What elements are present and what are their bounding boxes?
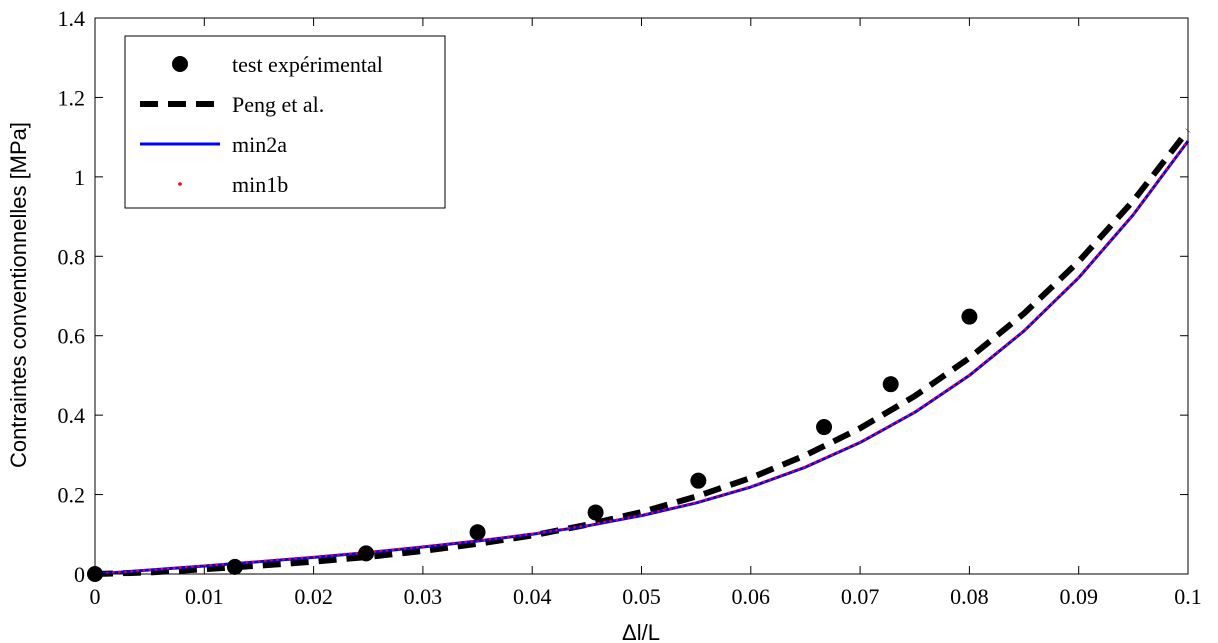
x-tick-label: 0.01: [185, 584, 224, 609]
data-point: [882, 376, 899, 393]
legend-label: Peng et al.: [232, 92, 324, 117]
data-point: [690, 472, 707, 489]
y-tick-label: 0.6: [58, 324, 86, 349]
data-point: [358, 545, 375, 562]
x-tick-label: 0.07: [841, 584, 880, 609]
data-point: [226, 558, 243, 575]
x-axis-label: Δl/L: [622, 620, 660, 643]
series-line-peng-et-al-: [94, 128, 1191, 577]
y-tick-label: 1: [74, 165, 85, 190]
plot-area: [87, 128, 1191, 582]
y-tick-label: 0.2: [58, 483, 86, 508]
x-tick-label: 0.09: [1059, 584, 1098, 609]
y-tick-label: 1.4: [58, 6, 86, 31]
legend-label: min1b: [232, 172, 288, 197]
x-tick-label: 0.02: [294, 584, 333, 609]
x-tick-label: 0.1: [1174, 584, 1202, 609]
series-line-min1b: [93, 139, 1190, 576]
data-point: [961, 308, 978, 325]
data-point: [587, 504, 604, 521]
legend-marker: [172, 56, 188, 72]
data-point: [469, 524, 486, 541]
legend-marker-dot: [178, 182, 182, 186]
y-tick-label: 1.2: [58, 85, 86, 110]
x-tick-label: 0.05: [622, 584, 661, 609]
y-tick-label: 0.4: [58, 403, 86, 428]
legend-label: min2a: [232, 132, 287, 157]
legend-label: test expérimental: [232, 52, 383, 77]
y-axis-label: Contraintes conventionnelles [MPa]: [6, 122, 31, 468]
x-tick-label: 0.08: [950, 584, 989, 609]
axes: 0 0.01 0.02 0.03 0.04 0.05 0.06 0.07 0.08 0.09 0.1…: [58, 6, 1202, 609]
x-tick-label: 0.03: [404, 584, 443, 609]
data-point: [816, 419, 833, 436]
x-tick-label: 0: [90, 584, 101, 609]
x-tick-label: 0.04: [513, 584, 552, 609]
y-tick-label: 0.8: [58, 244, 86, 269]
y-tick-label: 0: [74, 562, 85, 587]
x-tick-label: 0.06: [732, 584, 771, 609]
legend: test expérimental Peng et al. min2a min1b: [124, 35, 446, 209]
